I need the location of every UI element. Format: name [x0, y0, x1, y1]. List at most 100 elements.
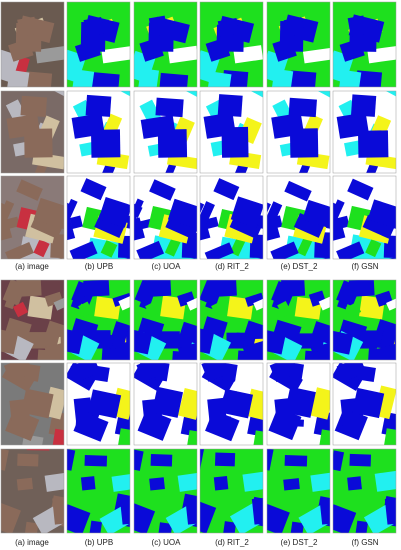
region — [214, 452, 236, 467]
aerial-image — [1, 91, 64, 173]
region — [209, 415, 231, 427]
segmentation-map — [200, 2, 263, 87]
region — [45, 325, 62, 350]
region — [71, 69, 95, 87]
region — [111, 472, 130, 492]
region — [35, 46, 64, 64]
tile-border — [66, 1, 131, 88]
region — [12, 301, 29, 318]
aerial-image — [1, 176, 64, 259]
region — [80, 178, 107, 201]
tile-border — [266, 175, 331, 260]
region — [91, 72, 120, 87]
tile-border — [332, 448, 397, 534]
region — [220, 388, 254, 419]
region — [206, 71, 232, 87]
region — [288, 363, 305, 382]
region — [33, 239, 50, 258]
region — [16, 280, 42, 297]
region — [101, 46, 130, 64]
tile-border — [199, 448, 264, 534]
region — [296, 237, 313, 257]
region — [365, 239, 382, 258]
region — [222, 363, 238, 382]
tile-border — [66, 279, 131, 361]
tile-border — [133, 90, 198, 174]
segmentation-map — [134, 91, 197, 173]
region — [354, 520, 369, 533]
tile-border — [199, 175, 264, 260]
region — [333, 330, 354, 355]
aerial-image — [1, 280, 64, 360]
aerial-image — [1, 363, 64, 445]
tile-border — [66, 90, 131, 174]
region — [336, 363, 367, 383]
region — [384, 496, 396, 525]
region — [352, 387, 385, 419]
region — [69, 215, 83, 230]
region — [145, 301, 160, 318]
segmentation-map — [67, 176, 130, 259]
region — [155, 363, 170, 382]
tile-border — [66, 175, 131, 260]
region — [150, 454, 173, 467]
region — [52, 428, 64, 445]
region — [181, 232, 197, 259]
segmentation-map — [67, 2, 130, 87]
tile-border — [133, 1, 198, 88]
region — [362, 214, 395, 239]
region — [230, 196, 263, 228]
caption: (c) UOA — [152, 538, 182, 547]
segmentation-map — [67, 91, 130, 173]
region — [20, 434, 44, 445]
region — [100, 347, 130, 360]
segmentation-map — [267, 363, 330, 445]
region — [53, 288, 64, 311]
region — [310, 387, 330, 420]
segmentation-map — [134, 176, 197, 259]
tile-border — [266, 90, 331, 174]
region — [134, 217, 145, 242]
tile-border — [133, 448, 198, 534]
segmentation-map — [134, 2, 197, 87]
region — [302, 199, 330, 229]
region — [67, 216, 76, 242]
region — [253, 289, 263, 311]
region — [67, 328, 84, 355]
region — [17, 453, 39, 467]
region — [333, 217, 346, 242]
region — [229, 237, 246, 257]
region — [367, 331, 385, 349]
region — [201, 363, 230, 382]
region — [383, 428, 396, 445]
caption: (d) RIT_2 — [215, 538, 249, 547]
region — [200, 327, 215, 354]
region — [200, 500, 217, 533]
region — [136, 240, 165, 259]
region — [337, 69, 362, 87]
region — [211, 301, 226, 318]
region — [84, 454, 108, 467]
region — [283, 478, 300, 491]
region — [120, 497, 130, 525]
region — [293, 212, 325, 238]
region — [148, 15, 168, 37]
region — [279, 418, 304, 427]
segmentation-map — [134, 363, 197, 445]
region — [342, 415, 365, 427]
segmentation-map — [200, 91, 263, 173]
region — [204, 242, 234, 259]
region — [50, 233, 64, 259]
region — [24, 71, 53, 87]
region — [280, 280, 306, 297]
region — [166, 153, 197, 170]
segmentation-map — [333, 363, 396, 445]
tile-border — [0, 90, 65, 174]
region — [302, 47, 330, 64]
region — [310, 471, 330, 492]
region — [200, 200, 205, 217]
segmentation-map — [67, 363, 130, 445]
region — [159, 72, 189, 87]
region — [267, 449, 274, 471]
region — [24, 128, 53, 158]
